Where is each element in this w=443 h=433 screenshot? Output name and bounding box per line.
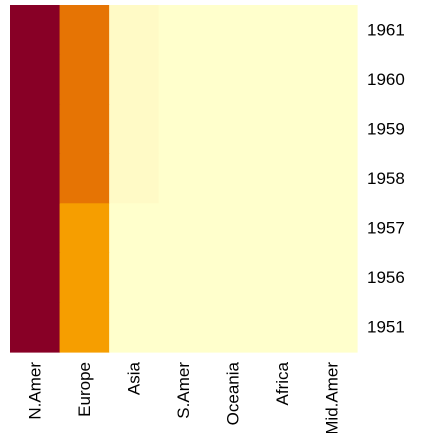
heatmap-cell-n-amer-1956 [10,252,61,304]
heatmap-cells [10,5,358,353]
heatmap-cell-n-amer-1951 [10,302,61,353]
heatmap-cell-s-amer-1957 [158,203,209,254]
x-tick-label: S.Amer [174,362,193,419]
x-tick-label: N.Amer [25,362,44,420]
heatmap-cell-oceania-1959 [208,104,259,155]
heatmap-cell-africa-1951 [257,302,309,353]
heatmap-cell-asia-1960 [109,54,160,105]
heatmap-cell-s-amer-1961 [158,5,209,56]
y-tick-labels: 1961 1960 1959 1958 1957 1956 1951 [367,20,405,336]
heatmap-cell-europe-1961 [59,5,110,56]
heatmap-cell-asia-1958 [109,153,160,204]
heatmap-cell-asia-1957 [109,203,160,254]
heatmap-cell-oceania-1957 [208,203,259,254]
y-tick-label: 1957 [367,219,405,238]
heatmap-cell-africa-1961 [257,5,309,56]
y-tick-label: 1959 [367,119,405,138]
x-tick-label: Mid.Amer [323,362,342,433]
heatmap-cell-mid-amer-1961 [307,5,358,56]
heatmap-cell-africa-1959 [257,104,309,155]
y-tick-label: 1958 [367,169,405,188]
heatmap-cell-n-amer-1958 [10,153,61,204]
y-tick-label: 1960 [367,70,405,89]
heatmap-cell-oceania-1951 [208,302,259,353]
heatmap-cell-mid-amer-1958 [307,153,358,204]
heatmap-cell-s-amer-1960 [158,54,209,105]
heatmap-cell-africa-1957 [257,203,309,254]
heatmap-cell-africa-1956 [257,252,309,304]
heatmap-cell-n-amer-1957 [10,203,61,254]
heatmap-cell-n-amer-1959 [10,104,61,155]
x-tick-label: Africa [273,361,292,405]
x-tick-labels: N.Amer Europe Asia S.Amer Oceania Africa Mid.A… [25,361,341,433]
x-tick-label: Asia [124,361,143,395]
heatmap-cell-s-amer-1951 [158,302,209,353]
heatmap-cell-europe-1960 [59,54,110,105]
heatmap-cell-oceania-1958 [208,153,259,204]
heatmap-cell-mid-amer-1951 [307,302,358,353]
heatmap-cell-oceania-1956 [208,252,259,304]
y-tick-label: 1956 [367,268,405,287]
heatmap-cell-mid-amer-1959 [307,104,358,155]
y-tick-label: 1961 [367,20,405,39]
heatmap-cell-europe-1956 [59,252,110,304]
heatmap-cell-asia-1961 [109,5,160,56]
heatmap-cell-asia-1951 [109,302,160,353]
heatmap-cell-oceania-1961 [208,5,259,56]
y-tick-label: 1951 [367,318,405,337]
x-tick-label: Oceania [224,361,243,425]
heatmap-cell-asia-1959 [109,104,160,155]
heatmap-cell-asia-1956 [109,252,160,304]
heatmap-cell-mid-amer-1957 [307,203,358,254]
heatmap-cell-s-amer-1956 [158,252,209,304]
heatmap-cell-s-amer-1959 [158,104,209,155]
heatmap-cell-s-amer-1958 [158,153,209,204]
heatmap-cell-europe-1958 [59,153,110,204]
heatmap-cell-africa-1958 [257,153,309,204]
heatmap-cell-africa-1960 [257,54,309,105]
heatmap-cell-europe-1951 [59,302,110,353]
heatmap-cell-n-amer-1961 [10,5,61,56]
heatmap-cell-mid-amer-1960 [307,54,358,105]
heatmap-cell-europe-1959 [59,104,110,155]
x-tick-label: Europe [75,362,94,417]
heatmap-cell-mid-amer-1956 [307,252,358,304]
heatmap-cell-n-amer-1960 [10,54,61,105]
heatmap-cell-europe-1957 [59,203,110,254]
heatmap-cell-oceania-1960 [208,54,259,105]
